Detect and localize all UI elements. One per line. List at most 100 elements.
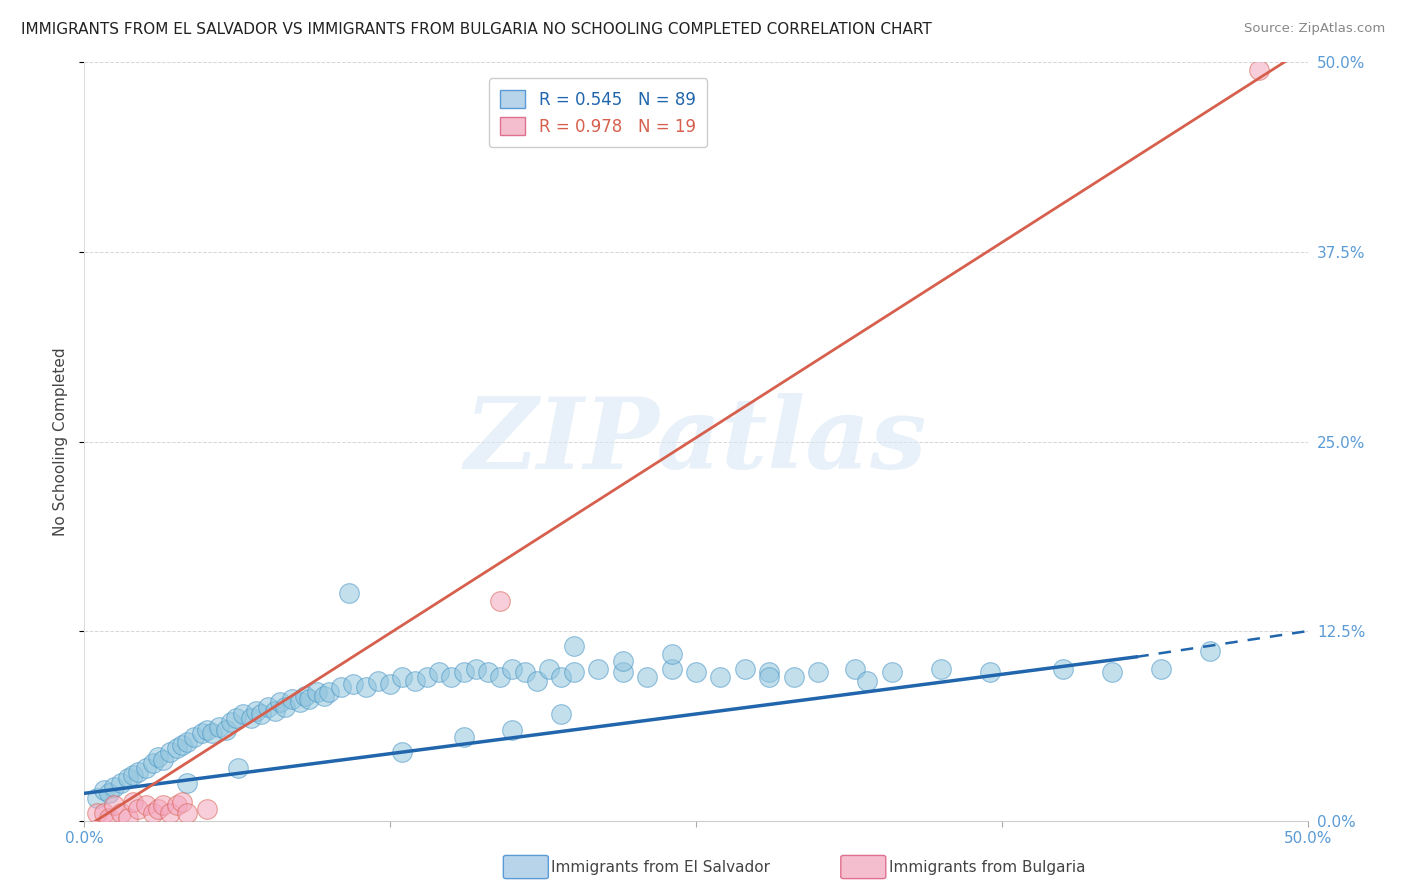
Point [166, 798, 188, 813]
Point [391, 669, 413, 683]
Point [110, 776, 132, 790]
Point [274, 699, 297, 714]
Point [807, 665, 830, 679]
Point [122, 768, 145, 782]
Point [562, 639, 585, 653]
Point [453, 665, 475, 679]
Point [844, 662, 866, 676]
Point [709, 669, 731, 683]
Point [257, 699, 280, 714]
Point [550, 707, 572, 722]
Legend: R = 0.545   N = 89, R = 0.978   N = 19: R = 0.545 N = 89, R = 0.978 N = 19 [489, 78, 707, 147]
Point [294, 690, 316, 704]
Point [298, 692, 321, 706]
Point [176, 776, 198, 790]
Point [586, 662, 609, 676]
Point [380, 677, 402, 691]
Point [249, 707, 271, 722]
Point [391, 746, 413, 760]
Point [489, 594, 512, 608]
Point [183, 730, 205, 744]
Point [172, 738, 194, 752]
Point [464, 662, 486, 676]
Point [1101, 665, 1123, 679]
Point [195, 723, 218, 737]
Point [97, 786, 120, 800]
Point [195, 801, 218, 815]
Point [526, 674, 548, 689]
Point [269, 695, 291, 709]
Point [117, 811, 139, 825]
Point [1150, 662, 1173, 676]
Point [453, 730, 475, 744]
Point [135, 798, 157, 813]
Point [502, 723, 524, 737]
Point [330, 680, 353, 694]
Point [612, 655, 634, 669]
Point [146, 801, 169, 815]
Point [245, 705, 267, 719]
Point [225, 710, 247, 724]
Point [142, 806, 165, 821]
Text: Immigrants from El Salvador: Immigrants from El Salvador [551, 860, 770, 874]
Point [1052, 662, 1074, 676]
Point [427, 665, 450, 679]
Text: ZIPatlas: ZIPatlas [465, 393, 927, 490]
Point [200, 725, 222, 739]
Point [152, 753, 174, 767]
Point [135, 760, 157, 774]
Point [880, 665, 903, 679]
Point [562, 665, 585, 679]
Point [685, 665, 707, 679]
Text: IMMIGRANTS FROM EL SALVADOR VS IMMIGRANTS FROM BULGARIA NO SCHOOLING COMPLETED C: IMMIGRANTS FROM EL SALVADOR VS IMMIGRANT… [21, 22, 932, 37]
Text: Source: ZipAtlas.com: Source: ZipAtlas.com [1244, 22, 1385, 36]
Point [239, 710, 262, 724]
Point [166, 740, 188, 755]
Point [856, 674, 879, 689]
Point [734, 662, 756, 676]
Point [661, 662, 683, 676]
Point [146, 750, 169, 764]
Point [127, 765, 149, 780]
Point [367, 674, 389, 689]
Point [354, 680, 377, 694]
Point [416, 669, 439, 683]
Point [550, 669, 572, 683]
Point [1198, 644, 1220, 658]
Point [93, 783, 115, 797]
Point [281, 692, 304, 706]
Point [191, 725, 214, 739]
Point [152, 798, 174, 813]
Point [489, 669, 512, 683]
Point [612, 665, 634, 679]
Point [228, 760, 250, 774]
Point [502, 662, 524, 676]
Point [661, 647, 683, 661]
Y-axis label: No Schooling Completed: No Schooling Completed [53, 347, 69, 536]
Point [538, 662, 561, 676]
Point [159, 746, 181, 760]
Point [318, 685, 340, 699]
Point [404, 674, 426, 689]
Point [86, 806, 108, 821]
Point [176, 806, 198, 821]
Point [110, 806, 132, 821]
Point [264, 705, 287, 719]
Point [337, 586, 360, 600]
Point [979, 665, 1001, 679]
Point [122, 796, 145, 810]
Point [305, 685, 328, 699]
Point [103, 798, 125, 813]
Point [86, 791, 108, 805]
Point [159, 806, 181, 821]
Point [314, 690, 336, 704]
Point [215, 723, 238, 737]
Point [288, 695, 311, 709]
Point [93, 806, 115, 821]
Point [142, 756, 165, 770]
Point [117, 771, 139, 785]
Point [97, 811, 120, 825]
Point [342, 677, 364, 691]
Point [758, 669, 780, 683]
Point [477, 665, 499, 679]
